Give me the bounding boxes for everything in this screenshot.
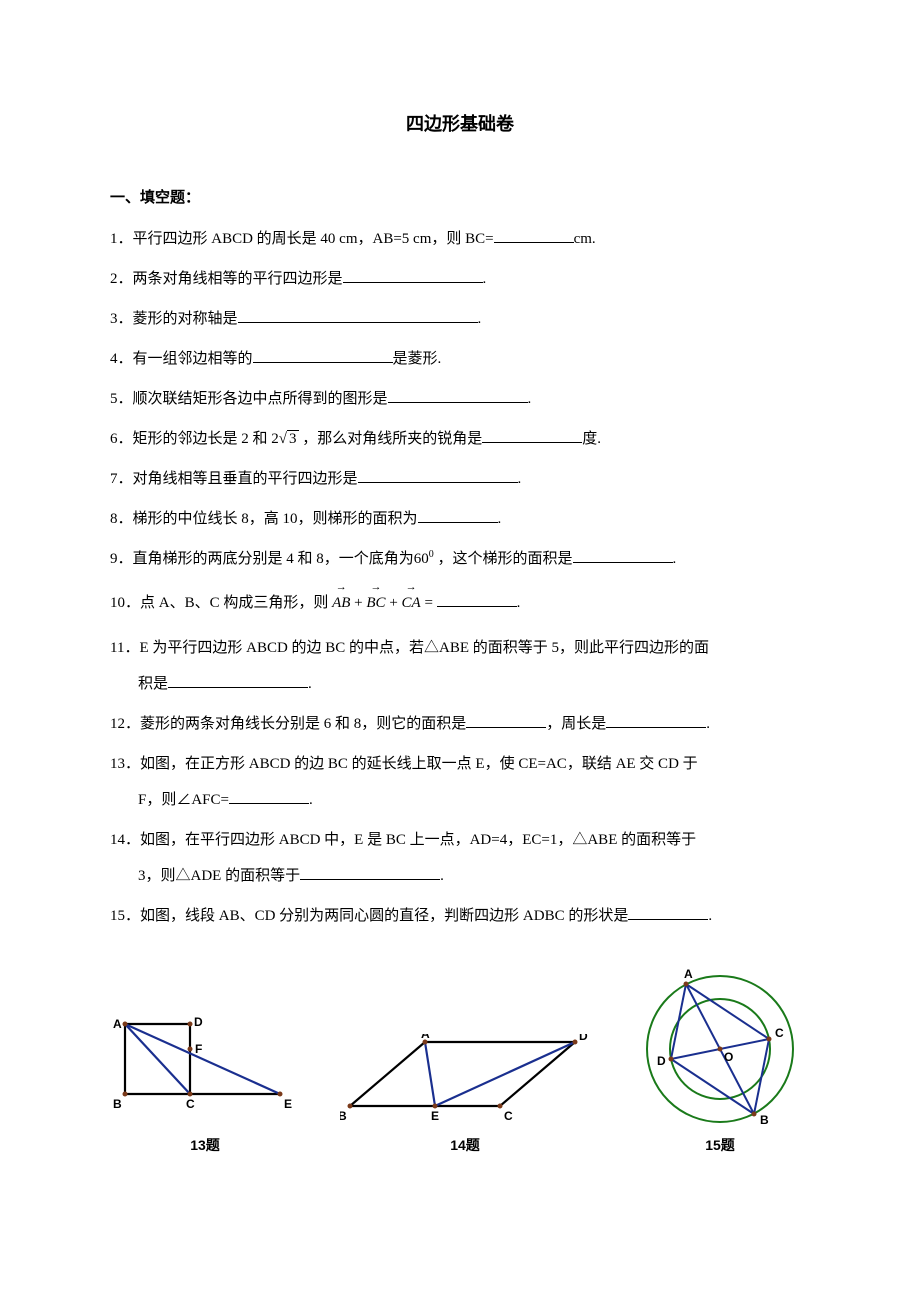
q5-text: 5．顺次联结矩形各边中点所得到的图形是 [110, 391, 388, 407]
question-3: 3．菱形的对称轴是. [110, 301, 810, 337]
figures-row: A D B C E F 13题 A D B E C 14题 A B C D O 15题 [110, 964, 810, 1155]
q15-blank [628, 905, 708, 920]
q2-text: 2．两条对角线相等的平行四边形是 [110, 271, 343, 287]
q12-text-a: 12．菱形的两条对角线长分别是 6 和 8，则它的面积是 [110, 716, 466, 732]
question-10: 10．点 A、B、C 构成三角形，则 AB + BC + CA = . [110, 581, 810, 626]
q14-text-b: 3，则△ADE 的面积等于 [138, 868, 300, 884]
q13-text-b: F，则∠AFC= [138, 792, 229, 808]
q12-text-b: ，周长是 [546, 716, 606, 732]
q9-text-b: ，这个梯形的面积是 [438, 551, 573, 567]
figure-13: A D B C E F 13题 [110, 1014, 300, 1155]
question-5: 5．顺次联结矩形各边中点所得到的图形是. [110, 381, 810, 417]
q6-radicand: 3 [287, 430, 299, 447]
q10-blank [437, 592, 517, 607]
q6-text-a: 6．矩形的邻边长是 2 和 2 [110, 431, 279, 447]
q14-text-a: 14．如图，在平行四边形 ABCD 中，E 是 BC 上一点，AD=4，EC=1… [110, 832, 696, 848]
svg-text:A: A [113, 1017, 122, 1031]
figure-15-caption: 15题 [630, 1135, 810, 1155]
question-7: 7．对角线相等且垂直的平行四边形是. [110, 461, 810, 497]
figure-13-caption: 13题 [110, 1135, 300, 1155]
q1-blank [494, 228, 574, 243]
q9-deg: 60 [414, 551, 429, 567]
q3-blank [238, 308, 478, 323]
q10-eq: = [421, 595, 437, 611]
svg-text:D: D [657, 1054, 666, 1068]
svg-text:E: E [431, 1109, 439, 1123]
q13-text-a: 13．如图，在正方形 ABCD 的边 BC 的延长线上取一点 E，使 CE=AC… [110, 756, 698, 772]
svg-text:C: C [504, 1109, 513, 1123]
question-12: 12．菱形的两条对角线长分别是 6 和 8，则它的面积是，周长是. [110, 706, 810, 742]
q3-text: 3．菱形的对称轴是 [110, 311, 238, 327]
question-1: 1．平行四边形 ABCD 的周长是 40 cm，AB=5 cm，则 BC= cm. [110, 221, 810, 257]
svg-text:O: O [724, 1050, 733, 1064]
q6-text-c: 度. [582, 431, 601, 447]
figure-15: A B C D O 15题 [630, 964, 810, 1155]
q15-text: 15．如图，线段 AB、CD 分别为两同心圆的直径，判断四边形 ADBC 的形状… [110, 908, 628, 924]
section-header-1: 一、填空题： [110, 186, 810, 207]
svg-text:B: B [113, 1097, 122, 1111]
svg-text:E: E [284, 1097, 292, 1111]
vector-ca: CA [402, 581, 421, 626]
svg-text:A: A [684, 967, 693, 981]
q7-blank [358, 468, 518, 483]
q7-text: 7．对角线相等且垂直的平行四边形是 [110, 471, 358, 487]
q5-blank [388, 388, 528, 403]
vector-ab: AB [332, 581, 350, 626]
svg-text:F: F [195, 1042, 202, 1056]
q12-blank-1 [466, 713, 546, 728]
sqrt-icon: 3 [279, 421, 299, 457]
q4-text-a: 4．有一组邻边相等的 [110, 351, 253, 367]
figure-14-caption: 14题 [340, 1135, 590, 1155]
q11-blank [168, 673, 308, 688]
q4-blank [253, 348, 393, 363]
q1-text-b: cm. [574, 231, 596, 247]
question-6: 6．矩形的邻边长是 2 和 2 3 ，那么对角线所夹的锐角是 度. [110, 421, 810, 457]
question-4: 4．有一组邻边相等的 是菱形. [110, 341, 810, 377]
question-11: 11．E 为平行四边形 ABCD 的边 BC 的中点，若△ABE 的面积等于 5… [110, 630, 810, 702]
svg-text:C: C [186, 1097, 195, 1111]
svg-text:B: B [340, 1109, 347, 1123]
figure-13-svg: A D B C E F [110, 1014, 300, 1124]
q10-text-a: 10．点 A、B、C 构成三角形，则 [110, 595, 332, 611]
q6-text-b: ，那么对角线所夹的锐角是 [302, 431, 482, 447]
q4-text-b: 是菱形. [393, 351, 442, 367]
figure-14-svg: A D B E C [340, 1034, 590, 1124]
q6-blank [482, 428, 582, 443]
q8-text: 8．梯形的中位线长 8，高 10，则梯形的面积为 [110, 511, 418, 527]
question-9: 9．直角梯形的两底分别是 4 和 8，一个底角为600 ，这个梯形的面积是. [110, 541, 810, 577]
q1-text-a: 1．平行四边形 ABCD 的周长是 40 cm，AB=5 cm，则 BC= [110, 231, 494, 247]
q9-sup: 0 [429, 549, 434, 560]
vector-bc: BC [366, 581, 385, 626]
q8-blank [418, 508, 498, 523]
q12-blank-2 [606, 713, 706, 728]
question-8: 8．梯形的中位线长 8，高 10，则梯形的面积为. [110, 501, 810, 537]
q9-text-a: 9．直角梯形的两底分别是 4 和 8，一个底角为 [110, 551, 414, 567]
svg-text:D: D [194, 1015, 203, 1029]
svg-text:C: C [775, 1026, 784, 1040]
svg-text:D: D [579, 1034, 588, 1043]
page-title: 四边形基础卷 [110, 110, 810, 136]
q11-text-b: 积是 [138, 676, 168, 692]
question-15: 15．如图，线段 AB、CD 分别为两同心圆的直径，判断四边形 ADBC 的形状… [110, 898, 810, 934]
figure-14: A D B E C 14题 [340, 1034, 590, 1155]
question-14: 14．如图，在平行四边形 ABCD 中，E 是 BC 上一点，AD=4，EC=1… [110, 822, 810, 894]
q9-blank [573, 548, 673, 563]
q2-blank [343, 268, 483, 283]
svg-text:A: A [421, 1034, 430, 1041]
svg-text:B: B [760, 1113, 769, 1124]
figure-15-svg: A B C D O [630, 964, 810, 1124]
question-13: 13．如图，在正方形 ABCD 的边 BC 的延长线上取一点 E，使 CE=AC… [110, 746, 810, 818]
q14-blank [300, 865, 440, 880]
q11-text-a: 11．E 为平行四边形 ABCD 的边 BC 的中点，若△ABE 的面积等于 5… [110, 640, 709, 656]
q13-blank [229, 789, 309, 804]
question-2: 2．两条对角线相等的平行四边形是. [110, 261, 810, 297]
